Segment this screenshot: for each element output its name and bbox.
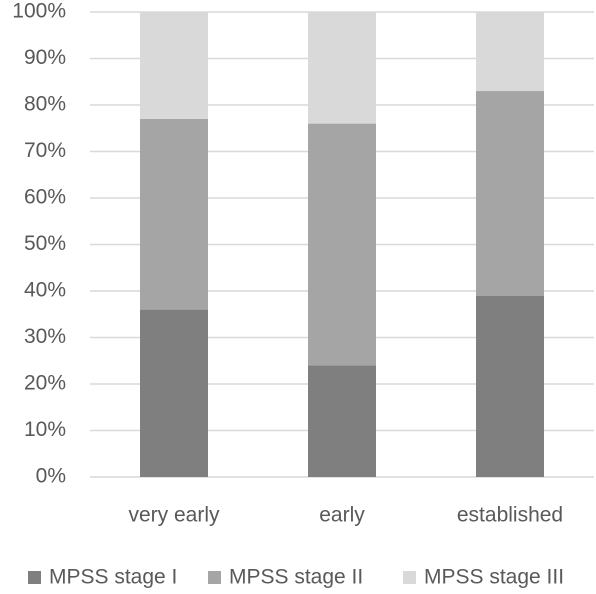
legend-swatch [403,571,416,584]
bar-segment [140,118,208,310]
legend-swatch [208,571,221,584]
x-tick-label: very early [128,504,220,527]
y-tick-label: 20% [24,372,66,395]
bar-segment [140,12,208,119]
y-tick-label: 0% [36,465,66,488]
y-tick-label: 40% [24,279,66,302]
y-tick-label: 90% [24,46,66,69]
y-tick-label: 100% [12,0,66,23]
bar-segment [476,295,544,477]
y-tick-label: 80% [24,93,66,116]
bar-segment [308,123,376,366]
legend-label: MPSS stage II [229,566,363,589]
x-tick-label: early [319,504,365,527]
bar-segment [140,309,208,477]
bar-segment [308,12,376,124]
x-tick-label: established [457,504,563,527]
y-tick-label: 30% [24,325,66,348]
legend-label: MPSS stage III [424,566,564,589]
y-tick-label: 50% [24,232,66,255]
bar-segment [476,91,544,296]
y-tick-label: 70% [24,139,66,162]
legend-swatch [28,571,41,584]
legend-label: MPSS stage I [49,566,177,589]
bar-segment [308,365,376,477]
y-tick-label: 60% [24,186,66,209]
y-tick-label: 10% [24,418,66,441]
bar-segment [476,12,544,92]
